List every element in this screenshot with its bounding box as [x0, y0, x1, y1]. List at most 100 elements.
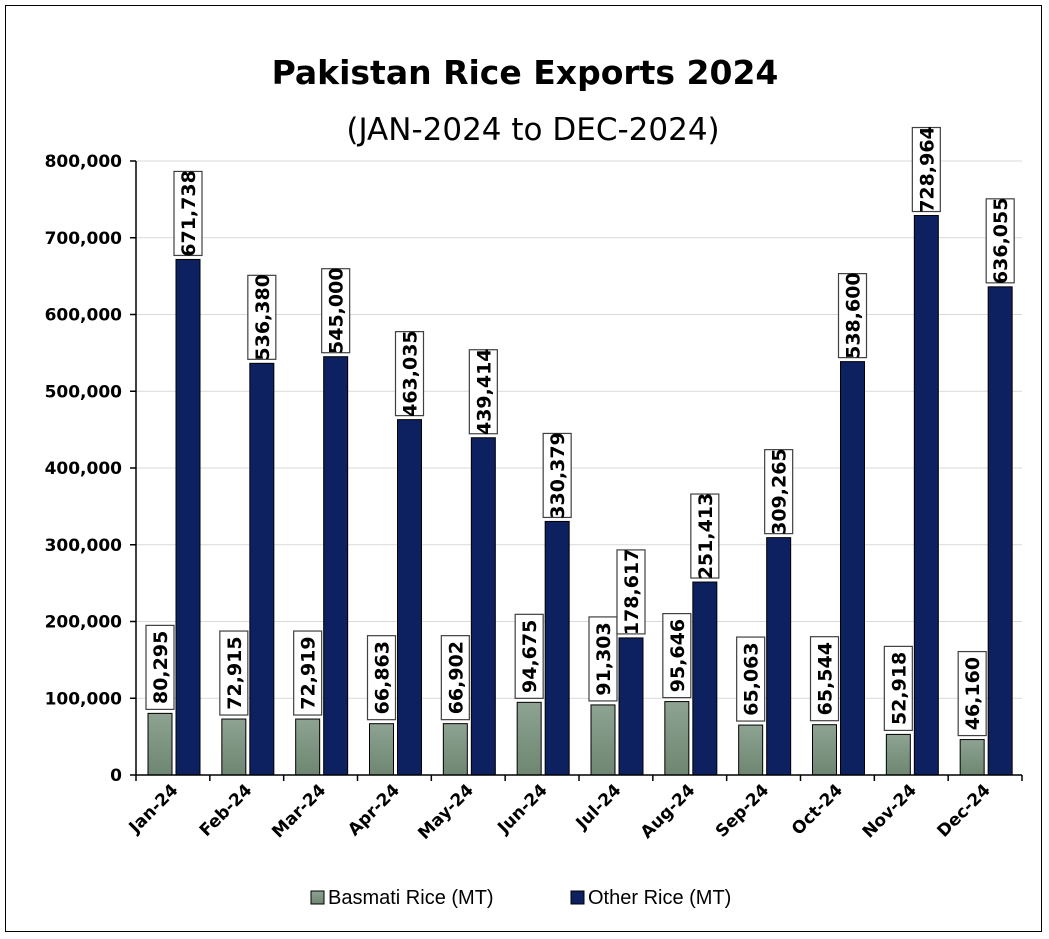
y-tick-label: 0: [110, 766, 122, 786]
data-label: 636,055: [985, 198, 1015, 284]
bar-basmati: [221, 718, 247, 776]
data-label-text: 65,544: [815, 642, 837, 715]
bar-other: [397, 419, 422, 776]
data-label-text: 309,265: [769, 448, 791, 535]
bar-other: [913, 215, 939, 776]
bar-basmati: [369, 723, 394, 776]
gridlines: [136, 160, 1022, 699]
data-label-box: [247, 274, 277, 360]
data-label: 330,379: [542, 432, 572, 519]
legend: Basmati Rice (MT) Other Rice (MT): [310, 887, 731, 909]
data-label-box: [173, 170, 203, 257]
data-label-box: [911, 126, 941, 213]
x-tick-label: Mar-24: [268, 780, 330, 842]
x-tick-label: Jul-24: [572, 780, 626, 834]
data-label-text: 728,964: [916, 126, 938, 213]
data-label-text: 439,414: [473, 348, 495, 435]
data-label-box: [764, 449, 794, 535]
data-label: 66,863: [366, 635, 397, 721]
data-label-text: 46,160: [962, 657, 984, 730]
data-label: 94,675: [514, 613, 544, 699]
bar-basmati: [442, 723, 468, 776]
data-label-text: 178,617: [621, 549, 643, 636]
data-label-text: 72,919: [298, 636, 320, 709]
data-label: 536,380: [247, 274, 277, 361]
x-tick-label: Dec-24: [933, 780, 994, 841]
y-tick-label: 400,000: [45, 459, 123, 479]
data-label: 80,295: [145, 624, 175, 710]
x-tick-label: Sep-24: [712, 780, 773, 841]
data-label-box: [736, 636, 766, 722]
data-label-text: 671,738: [178, 170, 200, 257]
chart-subtitle: (JAN-2024 to DEC-2024): [346, 112, 719, 148]
data-label-box: [293, 630, 323, 716]
x-tick-label: Jun-24: [493, 780, 551, 838]
x-tick-label: Jan-24: [125, 780, 183, 838]
x-tick-label: Nov-24: [859, 780, 921, 842]
data-label: 538,600: [837, 272, 868, 359]
x-tick-label: Feb-24: [196, 780, 256, 840]
data-label: 439,414: [468, 348, 498, 435]
legend-item: Basmati Rice (MT): [310, 887, 494, 909]
data-label: 65,063: [736, 636, 766, 722]
data-label-box: [366, 635, 397, 721]
bar-other: [766, 537, 792, 776]
x-tick-label: Apr-24: [344, 780, 404, 840]
bar-other: [692, 581, 718, 776]
data-label-text: 72,915: [224, 636, 246, 709]
y-tick-label: 300,000: [45, 536, 123, 556]
y-tick-label: 500,000: [45, 382, 123, 402]
y-tick-label: 600,000: [45, 306, 123, 326]
x-axis: Jan-24 Feb-24 Mar-24 Apr-24 May-24 Jun-24 Jul-…: [125, 774, 1023, 844]
data-label-text: 94,675: [519, 620, 541, 693]
data-label-box: [514, 613, 544, 699]
bar-other: [249, 362, 275, 776]
x-tick-label: Oct-24: [788, 780, 847, 839]
data-label: 65,544: [809, 636, 840, 722]
data-label-text: 52,918: [888, 652, 910, 725]
bar-other: [618, 637, 644, 776]
data-label-box: [588, 616, 618, 702]
legend-swatch: [570, 890, 585, 905]
bar-basmati: [738, 724, 764, 776]
y-tick-label: 200,000: [45, 613, 123, 633]
data-labels: 80,295 671,738 72,915 536,380 72,919 545,000 6…: [145, 126, 1015, 737]
data-label-text: 536,380: [252, 274, 274, 361]
data-label-box: [957, 650, 987, 737]
data-label: 671,738: [173, 170, 203, 257]
legend-item: Other Rice (MT): [570, 887, 731, 909]
data-label-box: [321, 268, 351, 354]
data-label: 178,617: [616, 549, 646, 636]
data-label-box: [394, 331, 425, 417]
chart-title: Pakistan Rice Exports 2024: [272, 53, 779, 92]
data-label-text: 91,303: [593, 622, 615, 695]
y-tick-label: 100,000: [45, 689, 123, 709]
data-label-text: 65,063: [741, 642, 763, 715]
data-label-text: 95,646: [667, 619, 689, 692]
data-label-box: [837, 273, 868, 359]
data-label: 46,160: [957, 650, 987, 737]
data-label: 66,902: [440, 635, 470, 721]
data-label: 95,646: [662, 612, 692, 699]
y-axis: 0 100,000 200,000 300,000 400,000 500,000 600,…: [45, 152, 137, 786]
data-label: 309,265: [764, 448, 794, 535]
data-label-box: [690, 493, 720, 579]
bar-other: [544, 520, 570, 776]
data-label-box: [883, 645, 913, 731]
data-label: 728,964: [911, 126, 941, 213]
data-label: 72,915: [219, 630, 249, 716]
data-label: 52,918: [883, 645, 913, 731]
data-label-box: [440, 635, 470, 721]
bar-other: [840, 361, 865, 776]
bar-basmati: [590, 704, 616, 776]
data-label: 545,000: [321, 267, 351, 354]
data-label-text: 538,600: [843, 272, 865, 359]
data-label-text: 330,379: [547, 432, 569, 519]
data-label-box: [542, 432, 572, 519]
bar-basmati: [959, 739, 985, 776]
data-label: 72,919: [293, 630, 323, 716]
bars: [147, 215, 1013, 776]
data-label-text: 545,000: [326, 267, 348, 354]
data-label-box: [985, 198, 1015, 284]
y-tick-label: 800,000: [45, 152, 123, 172]
